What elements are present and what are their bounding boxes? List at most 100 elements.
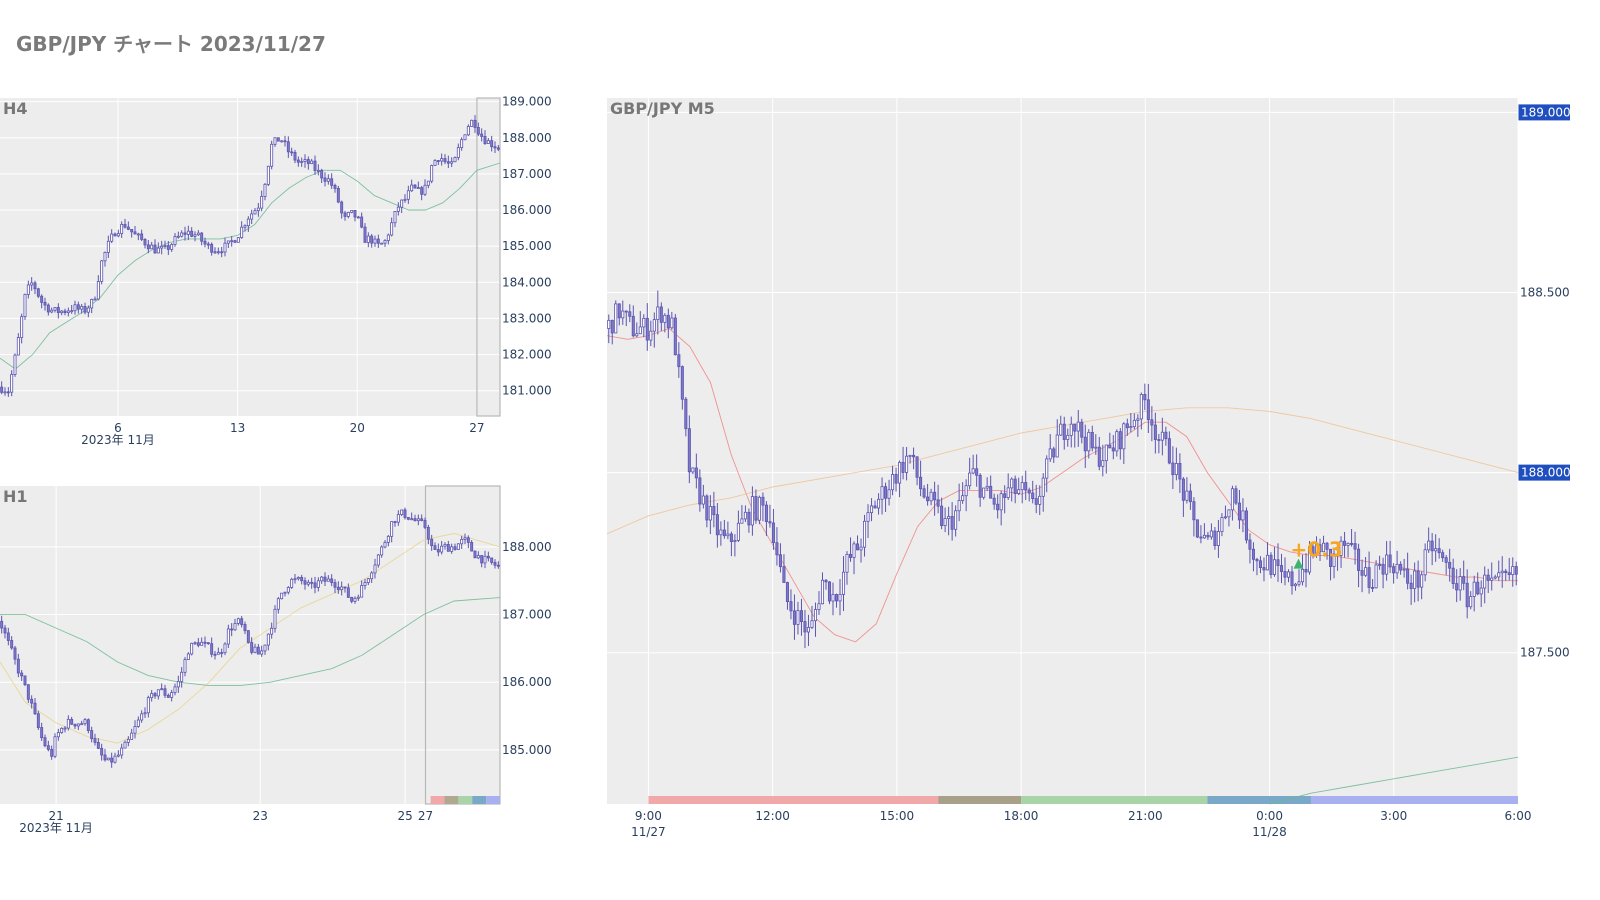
candle xyxy=(1132,413,1136,430)
candle xyxy=(106,757,110,761)
candle xyxy=(400,199,404,214)
candle-body xyxy=(23,675,27,686)
candle-body xyxy=(1150,419,1154,426)
candle-body xyxy=(143,712,147,715)
candle-body xyxy=(330,578,334,584)
candle-body xyxy=(156,689,160,697)
candle-body xyxy=(166,245,170,250)
candle xyxy=(1020,475,1024,504)
candle-body xyxy=(1423,549,1427,576)
candle xyxy=(336,185,340,204)
candle-body xyxy=(813,609,818,622)
candle xyxy=(775,527,779,566)
candle-body xyxy=(6,391,10,394)
candle xyxy=(1010,477,1014,502)
candle xyxy=(1146,383,1150,433)
candle xyxy=(989,475,993,499)
candle-body xyxy=(303,580,307,585)
candle xyxy=(456,143,460,161)
candle-body xyxy=(140,713,144,721)
candle-body xyxy=(213,251,217,254)
candle xyxy=(652,312,656,348)
candle xyxy=(1434,534,1438,562)
candle xyxy=(426,180,430,189)
candle xyxy=(1430,533,1434,566)
candle-body xyxy=(1167,438,1171,464)
candle-body xyxy=(23,293,27,318)
candle xyxy=(894,467,898,492)
y-tick-label: 188.000 xyxy=(502,540,552,554)
candle-body xyxy=(53,736,57,757)
candle xyxy=(1399,561,1403,575)
candle xyxy=(136,716,140,728)
candle-body xyxy=(306,581,310,585)
candle-body xyxy=(768,521,772,524)
candle xyxy=(403,507,407,520)
candle xyxy=(356,594,360,601)
candle xyxy=(649,320,653,347)
candle xyxy=(200,637,204,646)
candle-body xyxy=(283,140,287,143)
candle-body xyxy=(196,642,200,646)
candle xyxy=(792,594,796,640)
candle-body xyxy=(863,520,867,548)
candle xyxy=(423,179,427,197)
candle-body xyxy=(961,495,965,501)
candle-body xyxy=(73,723,77,727)
candle-body xyxy=(203,641,207,644)
candle xyxy=(1346,542,1350,558)
candle-body xyxy=(130,228,134,233)
candle xyxy=(416,181,420,189)
candle-body xyxy=(1307,546,1312,573)
candle xyxy=(233,239,237,243)
candle xyxy=(1381,557,1385,589)
candle xyxy=(1199,525,1203,544)
candle-body xyxy=(1118,431,1122,450)
y-tick-label: 189.000 xyxy=(502,95,552,109)
candle xyxy=(106,235,110,258)
candle xyxy=(66,307,70,317)
candle xyxy=(936,484,940,514)
candle xyxy=(698,469,702,512)
candle-body xyxy=(440,158,444,162)
candle-body xyxy=(396,206,400,212)
candle xyxy=(1136,414,1140,437)
candle xyxy=(133,226,137,235)
candle xyxy=(642,314,646,338)
candle-body xyxy=(316,169,320,172)
candle-body xyxy=(236,618,240,624)
candle xyxy=(266,165,270,187)
candle xyxy=(954,505,958,537)
candle-body xyxy=(40,727,44,739)
candle xyxy=(280,140,284,143)
candle-body xyxy=(1006,487,1010,498)
candle-body xyxy=(300,577,304,582)
candle-body xyxy=(453,546,457,550)
candle-body xyxy=(203,240,207,245)
candle xyxy=(450,157,454,167)
candle-body xyxy=(26,684,30,700)
candle xyxy=(1511,557,1515,587)
candle-body xyxy=(6,632,10,641)
candle-body xyxy=(183,659,187,673)
candle xyxy=(210,637,214,658)
candle-body xyxy=(1469,596,1473,608)
candle-body xyxy=(1350,543,1354,545)
candle xyxy=(1108,432,1112,449)
candle-body xyxy=(3,627,7,634)
candle xyxy=(440,153,444,166)
candle-body xyxy=(46,745,50,750)
candle xyxy=(436,543,440,557)
candle xyxy=(150,241,154,250)
candle xyxy=(140,710,144,723)
candle-body xyxy=(880,486,884,500)
candle-body xyxy=(360,216,364,228)
candle-body xyxy=(666,314,670,329)
candle-body xyxy=(645,317,649,341)
candle xyxy=(701,484,705,509)
candle xyxy=(845,551,849,585)
candle xyxy=(266,633,270,651)
candle-body xyxy=(894,474,898,484)
candle-body xyxy=(463,134,467,141)
candle-body xyxy=(1297,581,1301,585)
